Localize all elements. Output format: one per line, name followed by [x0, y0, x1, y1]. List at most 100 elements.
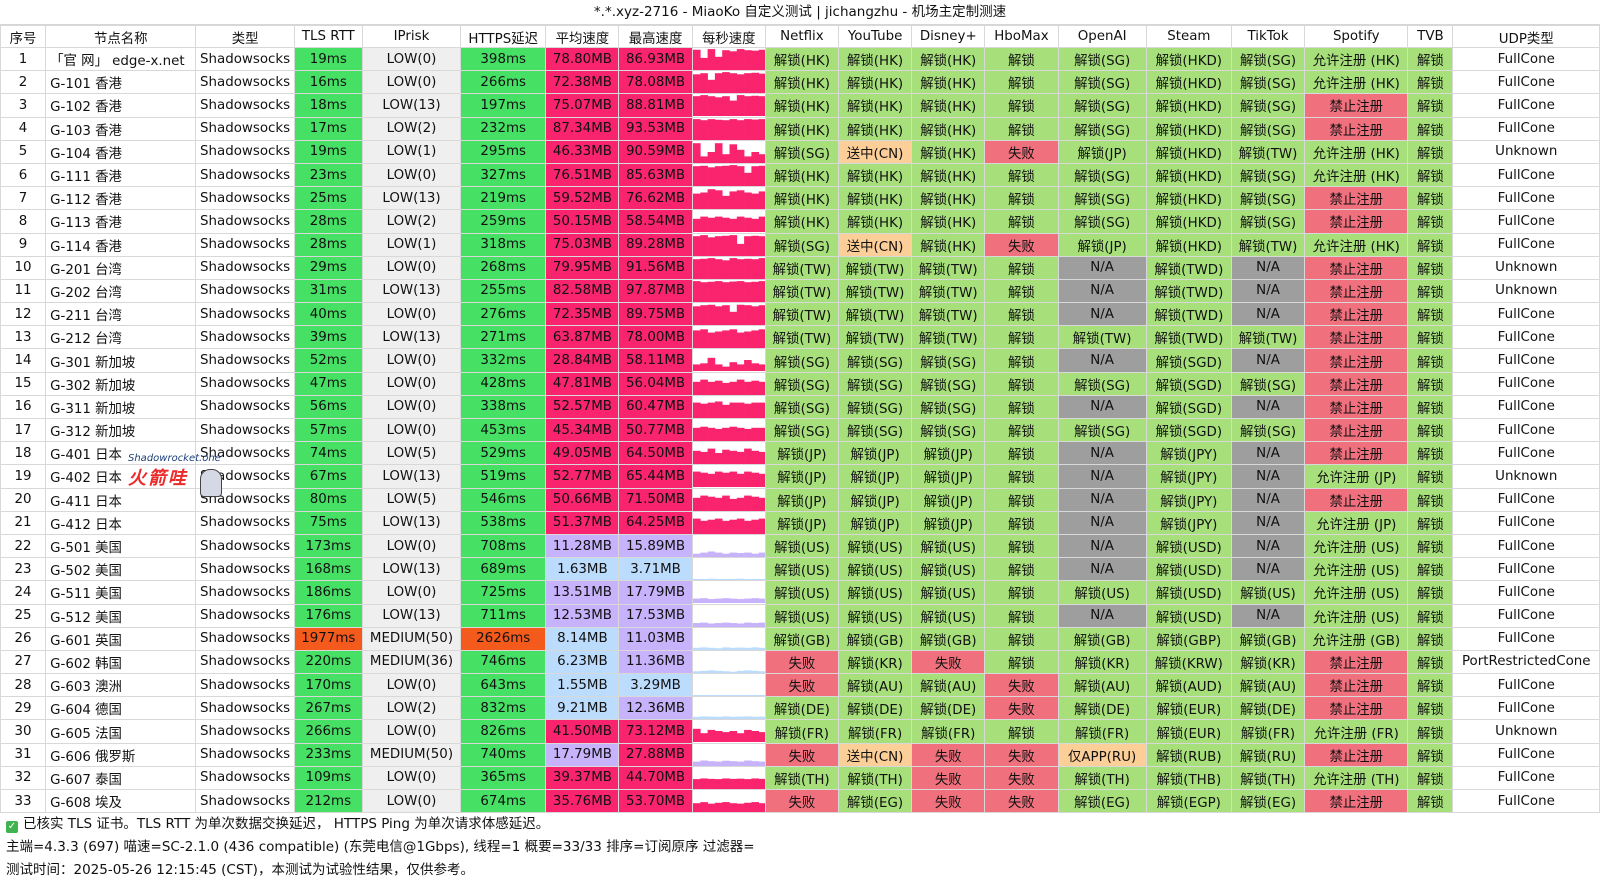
table-row[interactable]: 26 G-601 英国 Shadowsocks 1977ms MEDIUM(50) 262… [0, 626, 1600, 651]
speed-bar [758, 96, 765, 117]
column-header-tiktok[interactable]: TikTok [1230, 25, 1306, 48]
column-header-index[interactable]: 序号 [0, 25, 47, 48]
cell-node-name: G-603 澳洲 [45, 673, 197, 698]
cell-netflix: 解锁(SG) [764, 232, 840, 257]
column-header-avg-speed[interactable]: 平均速度 [545, 25, 620, 48]
table-row[interactable]: 27 G-602 韩国 Shadowsocks 220ms MEDIUM(36) 746m… [0, 649, 1600, 675]
table-row[interactable]: 28 G-603 澳洲 Shadowsocks 170ms LOW(0) 643ms 1.5… [0, 673, 1600, 698]
table-row[interactable]: 7 G-112 香港 Shadowsocks 25ms LOW(13) 219ms 59.5… [0, 186, 1600, 211]
table-row[interactable]: 19 G-402 日本 Shadowsocks 67ms LOW(13) 519ms 52.… [0, 464, 1600, 489]
column-header-disney[interactable]: Disney+ [911, 25, 986, 48]
cell-openai: N/A [1057, 487, 1147, 512]
cell-max-speed: 71.50MB [618, 487, 693, 512]
table-row[interactable]: 3 G-102 香港 Shadowsocks 18ms LOW(13) 197ms 75.0… [0, 93, 1600, 118]
cell-tvb: 解锁 [1407, 325, 1454, 350]
table-row[interactable]: 12 G-211 台湾 Shadowsocks 40ms LOW(0) 276ms 72.3… [0, 302, 1600, 327]
cell-hbomax: 解锁 [984, 464, 1059, 489]
cell-iprisk: LOW(0) [361, 255, 462, 280]
table-row[interactable]: 16 G-311 新加坡 Shadowsocks 56ms LOW(0) 338ms 52.… [0, 394, 1600, 420]
cell-node-name: G-113 香港 [45, 209, 197, 234]
cell-udp-type: Unknown [1452, 719, 1600, 744]
table-row[interactable]: 4 G-103 香港 Shadowsocks 17ms LOW(2) 232ms 87.34… [0, 116, 1600, 141]
column-header-openai[interactable]: OpenAI [1057, 25, 1147, 48]
cell-avg-speed: 12.53MB [545, 603, 620, 628]
column-header-steam[interactable]: Steam [1145, 25, 1232, 48]
cell-spotify: 禁止注册 [1304, 417, 1409, 443]
cell-hbomax: 失败 [984, 765, 1059, 791]
table-row[interactable]: 18 G-401 日本 Shadowsocks 74ms LOW(5) 529ms 49.0… [0, 441, 1600, 466]
table-row[interactable]: 32 G-607 泰国 Shadowsocks 109ms LOW(0) 365ms 39.… [0, 765, 1600, 791]
column-header-hbomax[interactable]: HboMax [984, 25, 1059, 48]
cell-steam: 解锁(HKD) [1145, 116, 1232, 141]
column-header-https-latency[interactable]: HTTPS延迟 [460, 25, 547, 48]
table-row[interactable]: 6 G-111 香港 Shadowsocks 23ms LOW(0) 327ms 76.51… [0, 162, 1600, 188]
cell-avg-speed: 52.57MB [545, 394, 620, 420]
speed-bar [751, 96, 759, 117]
speed-bar [743, 778, 752, 789]
table-row[interactable]: 24 G-511 美国 Shadowsocks 186ms LOW(0) 725ms 13.… [0, 580, 1600, 605]
cell-per-second-speed [691, 371, 766, 396]
speed-bar [736, 578, 745, 580]
cell-youtube: 解锁(TH) [837, 765, 913, 791]
cell-tiktok: 解锁(SG) [1230, 417, 1306, 443]
table-row[interactable]: 23 G-502 美国 Shadowsocks 168ms LOW(13) 689ms 1.… [0, 557, 1600, 582]
column-header-tvb[interactable]: TVB [1407, 25, 1454, 48]
speed-bar [699, 403, 708, 418]
table-row[interactable]: 21 G-412 日本 Shadowsocks 75ms LOW(13) 538ms 51.… [0, 510, 1600, 535]
table-row[interactable]: 8 G-113 香港 Shadowsocks 28ms LOW(2) 259ms 50.15… [0, 209, 1600, 234]
cell-avg-speed: 82.58MB [545, 278, 620, 304]
column-header-node-name[interactable]: 节点名称 [45, 25, 197, 48]
column-header-type[interactable]: 类型 [195, 25, 295, 48]
table-row[interactable]: 9 G-114 香港 Shadowsocks 28ms LOW(1) 318ms 75.03… [0, 232, 1600, 257]
speed-bar [714, 380, 723, 395]
table-row[interactable]: 25 G-512 美国 Shadowsocks 176ms LOW(13) 711ms 12… [0, 603, 1600, 628]
column-header-netflix[interactable]: Netflix [764, 25, 840, 48]
table-row[interactable]: 13 G-212 台湾 Shadowsocks 39ms LOW(13) 271ms 63.… [0, 325, 1600, 350]
column-header-iprisk[interactable]: IPrisk [361, 25, 462, 48]
speed-sparkline [693, 379, 765, 395]
table-row[interactable]: 22 G-501 美国 Shadowsocks 173ms LOW(0) 708ms 11.… [0, 533, 1600, 559]
cell-tiktok: 解锁(TW) [1230, 325, 1306, 350]
cell-netflix: 解锁(JP) [764, 510, 840, 535]
speed-bar [721, 598, 730, 603]
table-row[interactable]: 5 G-104 香港 Shadowsocks 19ms LOW(1) 295ms 46.33… [0, 139, 1600, 164]
speed-bar [707, 218, 715, 232]
speed-bar [693, 364, 701, 372]
table-row[interactable]: 31 G-606 俄罗斯 Shadowsocks 233ms MEDIUM(50) 740… [0, 742, 1600, 767]
speed-bar [751, 330, 759, 348]
table-row[interactable]: 33 G-608 埃及 Shadowsocks 212ms LOW(0) 674ms 35.… [0, 788, 1600, 814]
table-row[interactable]: 11 G-202 台湾 Shadowsocks 31ms LOW(13) 255ms 82.… [0, 278, 1600, 304]
cell-tiktok: N/A [1230, 557, 1306, 582]
column-header-udp-type[interactable]: UDP类型 [1452, 25, 1600, 48]
column-header-max-speed[interactable]: 最高速度 [618, 25, 693, 48]
speed-bar [707, 189, 715, 209]
column-header-youtube[interactable]: YouTube [837, 25, 913, 48]
table-row[interactable]: 14 G-301 新加坡 Shadowsocks 52ms LOW(0) 332ms 28.… [0, 348, 1600, 373]
column-header-spotify[interactable]: Spotify [1304, 25, 1409, 48]
cell-index: 2 [0, 70, 47, 95]
cell-udp-type: FullCone [1452, 302, 1600, 327]
table-row[interactable]: 20 G-411 日本 Shadowsocks 80ms LOW(5) 546ms 50.6… [0, 487, 1600, 512]
cell-https-latency: 453ms [460, 417, 547, 443]
speed-bar [721, 427, 730, 441]
speed-bar [729, 191, 737, 209]
table-row[interactable]: 1 「官 网」 edge-x.net Shadowsocks 19ms LOW(0) 39… [0, 46, 1600, 72]
cell-spotify: 禁止注册 [1304, 788, 1409, 814]
table-row[interactable]: 17 G-312 新加坡 Shadowsocks 57ms LOW(0) 453ms 45.… [0, 417, 1600, 443]
table-row[interactable]: 2 G-101 香港 Shadowsocks 16ms LOW(0) 266ms 72.38… [0, 70, 1600, 95]
speed-bar [714, 471, 723, 488]
speed-bar [714, 428, 723, 441]
table-row[interactable]: 30 G-605 法国 Shadowsocks 266ms LOW(0) 826ms 41.… [0, 719, 1600, 744]
cell-max-speed: 3.29MB [618, 673, 693, 698]
cell-iprisk: LOW(13) [361, 278, 462, 304]
speed-bar [707, 49, 715, 70]
cell-youtube: 送中(CN) [837, 232, 913, 257]
cell-disney: 解锁(US) [911, 603, 986, 628]
column-header-tls-rtt[interactable]: TLS RTT [293, 25, 363, 48]
cell-udp-type: FullCone [1452, 394, 1600, 420]
table-row[interactable]: 29 G-604 德国 Shadowsocks 267ms LOW(2) 832ms 9.2… [0, 696, 1600, 721]
table-row[interactable]: 15 G-302 新加坡 Shadowsocks 47ms LOW(0) 428ms 47.… [0, 371, 1600, 396]
table-row[interactable]: 10 G-201 台湾 Shadowsocks 29ms LOW(0) 268ms 79.9… [0, 255, 1600, 280]
speed-bar [721, 732, 730, 743]
column-header-per-second-speed[interactable]: 每秒速度 [691, 25, 766, 48]
